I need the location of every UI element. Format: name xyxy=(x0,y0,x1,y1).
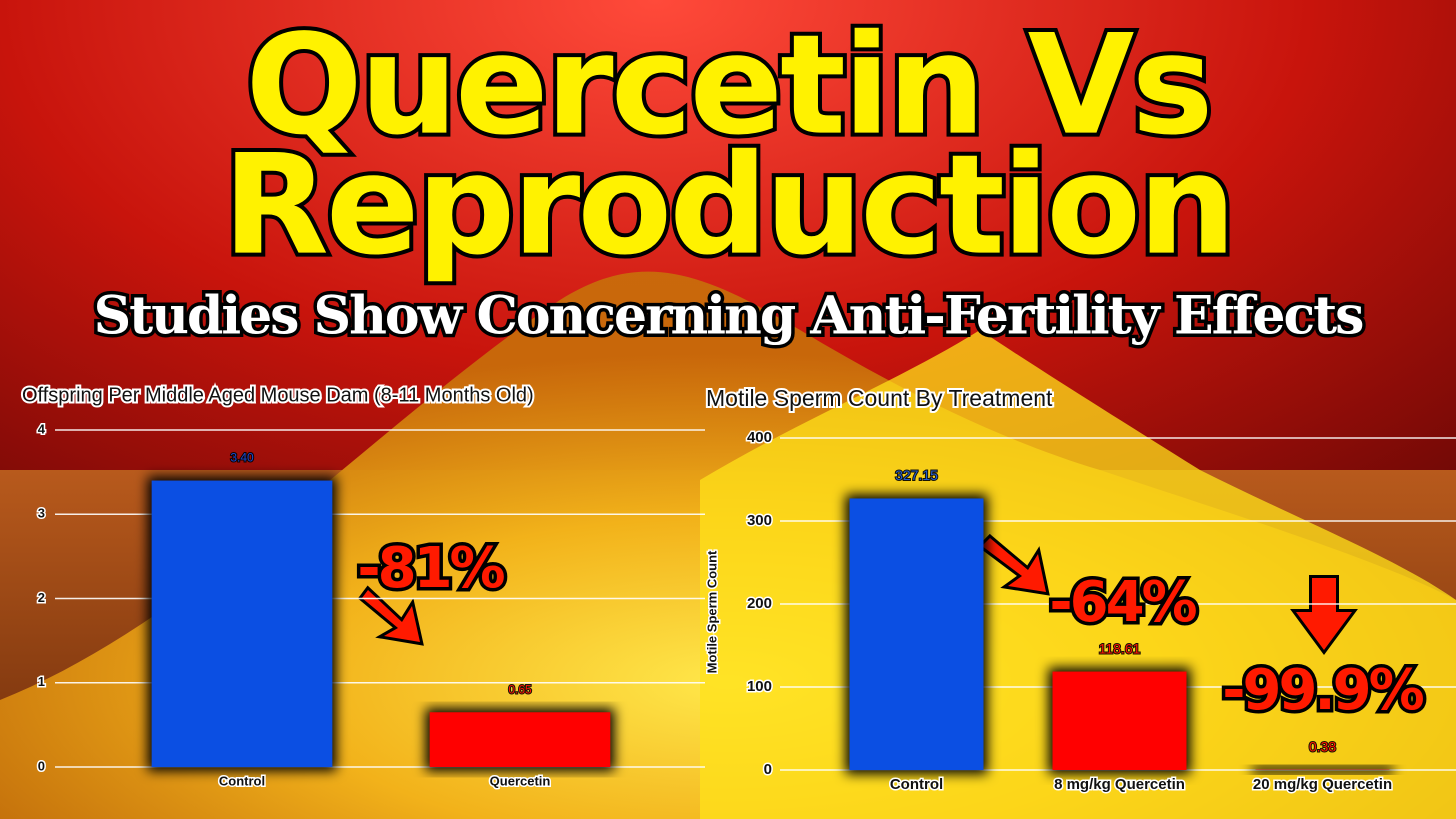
charts: Offspring Per Middle Aged Mouse Dam (8-1… xyxy=(20,382,1456,794)
y-tick-label: 1 xyxy=(38,674,45,689)
x-tick-label: 20 mg/kg Quercetin xyxy=(1253,776,1392,793)
value-label: 0.38 xyxy=(1309,738,1336,754)
y-tick-label: 400 xyxy=(747,429,772,446)
value-label: 118.61 xyxy=(1099,640,1141,656)
y-axis-label: Motile Sperm Count xyxy=(704,550,719,673)
x-tick-label: Control xyxy=(219,773,265,788)
arrow xyxy=(1290,575,1358,656)
x-tick-label: 8 mg/kg Quercetin xyxy=(1054,776,1185,793)
annotation: -99.9% xyxy=(1222,658,1423,723)
annotation: -81% xyxy=(357,536,504,601)
x-tick-label: Control xyxy=(890,776,943,793)
value-label: 0.65 xyxy=(508,682,532,696)
value-label: 3.40 xyxy=(230,451,254,465)
y-tick-label: 3 xyxy=(38,506,45,521)
annotation: -64% xyxy=(1049,570,1196,635)
arrow xyxy=(977,533,1050,596)
headline-line: Reproduction xyxy=(223,125,1234,286)
y-tick-label: 0 xyxy=(38,758,45,773)
bar xyxy=(151,480,333,767)
bar xyxy=(429,712,611,767)
subtitle: Studies Show Concerning Anti-Fertility E… xyxy=(94,286,1364,347)
headline-line: Quercetin Vs xyxy=(245,5,1210,166)
y-tick-label: 300 xyxy=(747,512,772,529)
y-tick-label: 2 xyxy=(38,590,45,605)
chart-title: Offspring Per Middle Aged Mouse Dam (8-1… xyxy=(22,384,534,406)
arrow xyxy=(357,585,424,646)
chart-title: Motile Sperm Count By Treatment xyxy=(706,385,1053,411)
bar xyxy=(1052,671,1187,770)
y-tick-label: 0 xyxy=(764,761,772,778)
y-tick-label: 100 xyxy=(747,678,772,695)
y-tick-label: 200 xyxy=(747,595,772,612)
y-tick-label: 4 xyxy=(38,421,46,436)
x-tick-label: Quercetin xyxy=(490,773,551,788)
value-label: 327.15 xyxy=(895,467,938,483)
bar xyxy=(849,498,984,770)
